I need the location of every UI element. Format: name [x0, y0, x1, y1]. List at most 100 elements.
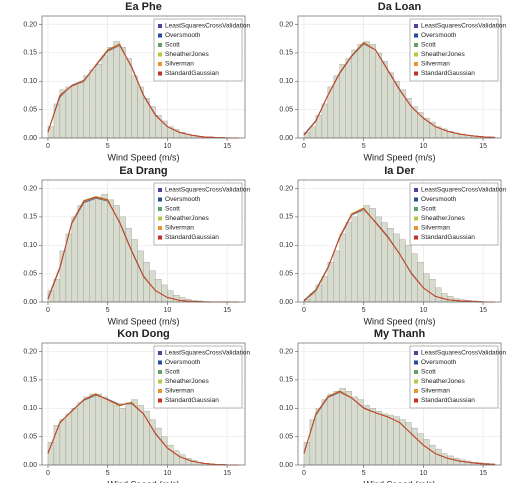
histogram-bar [59, 89, 67, 139]
legend-swatch [414, 188, 418, 192]
x-tick-label: 15 [223, 307, 231, 314]
histogram-bar [417, 433, 424, 466]
legend: LeastSquaresCrossValidation Oversmooth Sco… [409, 345, 507, 409]
x-tick-label: 5 [106, 470, 110, 477]
histogram-bar [369, 408, 376, 466]
plot-frame [41, 15, 246, 139]
histogram-bar [405, 245, 412, 303]
legend-label: Silverman [165, 61, 194, 68]
legend-swatch [158, 370, 162, 374]
histogram-bar [345, 391, 352, 466]
y-tick-label: 0.20 [23, 21, 37, 28]
x-tick-label: 0 [46, 143, 50, 150]
x-tick-label: 10 [419, 143, 427, 150]
panel: Ea Drang 0.00 0.05 0.10 0.15 0.20 0 5 10 15 Wind S… [23, 165, 250, 326]
histogram-bar [303, 442, 311, 466]
legend-swatch [414, 389, 418, 393]
histogram-bar [399, 239, 406, 303]
histogram-bar [125, 402, 132, 466]
histogram-bar [173, 294, 180, 303]
legend-swatch [158, 235, 162, 240]
panel-title: Kon Dong [117, 328, 170, 340]
legend-swatch [158, 52, 162, 57]
histogram-bar [89, 69, 96, 139]
plot-frame [41, 342, 246, 466]
legend-label: LeastSquaresCrossValidation [421, 350, 507, 357]
x-tick-label: 10 [419, 307, 427, 314]
legend-swatch [158, 71, 162, 76]
legend-swatch [158, 398, 162, 403]
histogram-bar [441, 453, 448, 466]
histogram-bar [149, 106, 156, 139]
density-curve [47, 43, 240, 139]
x-tick-label: 10 [163, 470, 171, 477]
y-tick-label: 0.15 [23, 377, 37, 384]
y-tick-label: 0.00 [279, 135, 293, 142]
histogram-bar [435, 448, 442, 466]
legend-swatch [414, 52, 418, 57]
histogram-bar [179, 297, 186, 303]
panel-title: Ea Phe [125, 1, 162, 13]
panel-title: Ia Der [384, 165, 415, 177]
histogram-bar [65, 86, 73, 139]
legend-swatch [414, 33, 418, 38]
x-axis-label: Wind Speed (m/s) [363, 152, 435, 162]
x-tick-label: 10 [163, 143, 171, 150]
histogram-bar [345, 222, 352, 303]
x-tick-label: 15 [479, 307, 487, 314]
histogram-bar [83, 396, 90, 466]
density-curve [47, 393, 240, 466]
legend-swatch [414, 207, 418, 211]
y-tick-label: 0.10 [23, 242, 37, 249]
histogram-bar [131, 75, 138, 139]
histogram-bar [363, 205, 370, 303]
histogram-bar [309, 419, 317, 466]
histogram-bar [125, 58, 132, 139]
histogram-bar [95, 393, 102, 466]
y-tick-label: 0.20 [23, 348, 37, 355]
legend-label: Silverman [421, 225, 450, 232]
y-tick-label: 0.15 [23, 214, 37, 221]
histogram-bar [71, 216, 79, 303]
x-tick-label: 15 [223, 470, 231, 477]
x-axis-label: Wind Speed (m/s) [363, 316, 435, 326]
histogram-bar [101, 55, 108, 139]
y-tick-label: 0.05 [279, 433, 293, 440]
plot-frame [297, 15, 502, 139]
histogram-bar [387, 414, 394, 466]
x-tick-label: 0 [46, 470, 50, 477]
panel-title: My Thanh [374, 328, 426, 340]
x-tick-label: 5 [106, 143, 110, 150]
legend-label: Oversmooth [421, 196, 457, 203]
histogram-bar [351, 216, 358, 303]
histogram-bar [381, 413, 388, 466]
histogram-bar [95, 196, 102, 303]
histogram-bar [447, 296, 454, 303]
histogram-bar [453, 457, 460, 466]
y-tick-label: 0.05 [23, 106, 37, 113]
x-tick-label: 10 [163, 307, 171, 314]
histogram-bar [351, 396, 358, 466]
histogram-bar [77, 82, 84, 139]
histogram-bar [333, 250, 340, 303]
histogram-bar [423, 117, 430, 139]
histogram-bar [441, 293, 448, 303]
legend-swatch [414, 398, 418, 403]
legend-label: LeastSquaresCrossValidation [165, 23, 251, 30]
histogram-bar [149, 419, 156, 466]
histogram-bar [411, 427, 418, 466]
histogram-bar [65, 233, 73, 303]
panel-title: Da Loan [378, 1, 422, 13]
legend-swatch [158, 216, 162, 221]
histogram-bar [161, 284, 168, 303]
y-tick-label: 0.05 [279, 270, 293, 277]
y-tick-label: 0.20 [23, 185, 37, 192]
histogram-bar [95, 64, 102, 139]
histogram-bar [113, 41, 120, 139]
histogram-bar [107, 402, 114, 466]
histogram-bar [65, 413, 73, 466]
legend-label: SheatherJones [165, 51, 209, 58]
plot-frame [297, 179, 502, 303]
panel: My Thanh 0.00 0.05 0.10 0.15 0.20 0 5 10 15 Wind S… [279, 328, 506, 483]
